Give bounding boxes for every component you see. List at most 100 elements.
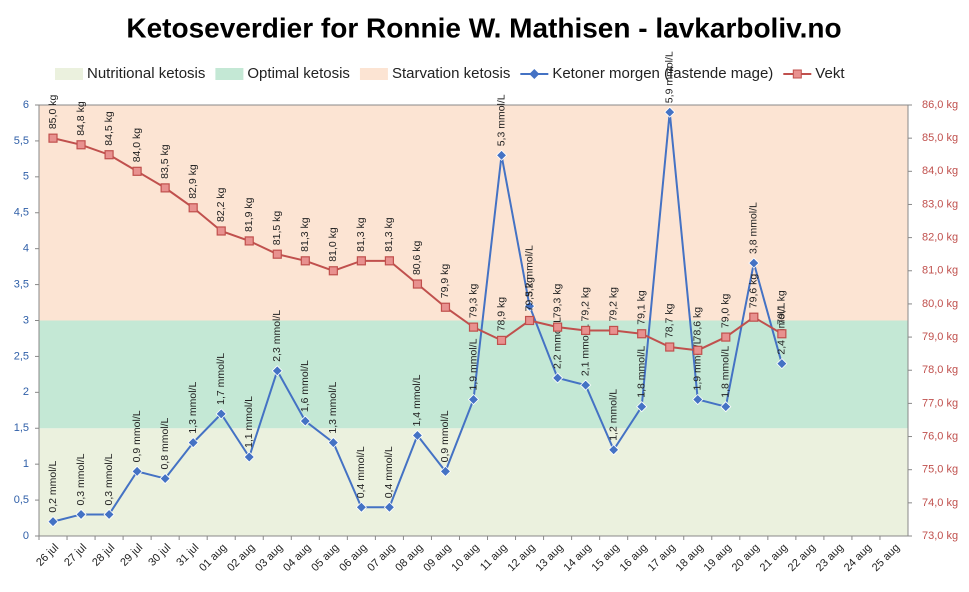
y2-tick-label: 85,0 kg [922,132,958,144]
value-label: 1,3 mmol/L [327,382,339,434]
point [103,508,115,521]
y2-tick-label: 77,0 kg [922,397,958,409]
point [580,379,592,391]
point [748,257,760,269]
point [412,279,423,289]
legend-swatch [55,68,83,80]
value-label: 81,5 kg [271,211,283,246]
y2-tick-label: 81,0 kg [922,265,958,277]
point [188,203,198,213]
point [777,329,787,339]
point [693,345,703,355]
value-label: 78,7 kg [664,303,676,338]
value-label: 79,3 kg [551,284,563,319]
legend-marker [792,69,802,79]
value-label: 81,3 kg [355,217,367,252]
point [608,444,620,456]
value-label: 3,8 mmol/L [748,202,760,254]
legend-label: Optimal ketosis [247,65,350,82]
value-label: 0,9 mmol/L [439,410,451,462]
value-label: 79,1 kg [776,290,788,325]
y2-tick-label: 84,0 kg [922,165,958,177]
point [776,358,788,370]
value-label: 84,5 kg [103,111,115,146]
value-label: 79,5 kg [523,277,535,312]
y-tick-label: 0,5 [14,494,29,506]
band [39,428,908,536]
value-label: 0,8 mmol/L [159,417,171,469]
point [411,429,424,441]
point [299,415,311,427]
point [356,256,366,266]
legend-swatch [215,68,244,80]
value-label: 5,3 mmol/L [495,94,507,146]
value-label: 0,2 mmol/L [47,461,59,513]
value-label: 1,6 mmol/L [299,360,311,412]
y-tick-label: 4,5 [14,207,29,219]
point [75,508,87,521]
value-label: 81,3 kg [383,217,395,252]
value-label: 1,1 mmol/L [243,396,255,448]
value-label: 79,9 kg [439,264,451,299]
value-label: 79,3 kg [467,284,479,319]
point [328,266,338,276]
value-label: 85,0 kg [47,95,59,130]
value-label: 80,6 kg [411,240,423,275]
legend-label: Nutritional ketosis [87,65,205,82]
legend-label: Ketoner morgen (fastende mage) [552,65,773,82]
point [384,256,395,266]
value-label: 84,8 kg [75,101,87,136]
y2-tick-label: 73,0 kg [922,530,958,542]
value-label: 78,9 kg [495,297,507,332]
value-label: 79,2 kg [579,287,591,322]
point [216,226,226,236]
point [244,236,254,246]
y2-tick-label: 80,0 kg [922,298,958,310]
value-label: 1,8 mmol/L [720,346,732,398]
point [664,106,676,118]
value-label: 83,5 kg [159,144,171,179]
y-tick-label: 6 [23,99,29,111]
y2-tick-label: 78,0 kg [922,364,958,376]
point [523,300,536,312]
point [636,401,648,413]
value-label: 2,4 mmol/L [776,303,788,355]
value-label: 79,6 kg [748,274,760,309]
y2-tick-label: 83,0 kg [922,198,958,210]
value-label: 2,1 mmol/L [579,324,591,376]
point [383,501,395,513]
point [440,302,451,312]
value-label: 0,3 mmol/L [75,453,87,505]
value-label: 1,9 mmol/L [467,338,479,390]
y-tick-label: 1,5 [14,422,29,434]
legend-marker [529,69,540,79]
point [439,465,452,477]
y2-tick-label: 79,0 kg [922,331,958,343]
point [496,335,507,345]
value-label: 0,4 mmol/L [355,446,367,498]
point [131,465,143,477]
point [355,501,367,513]
y-tick-label: 1 [23,458,29,470]
point [47,516,59,528]
point [552,322,563,332]
y2-tick-label: 86,0 kg [922,99,958,111]
point [609,325,619,336]
point [160,183,170,193]
y2-tick-label: 82,0 kg [922,232,958,244]
value-label: 3,2 mmol/L [523,245,535,297]
point [665,342,675,352]
point [721,332,731,342]
point [300,256,310,266]
point [104,150,114,160]
point [215,408,227,420]
value-label: 79,1 kg [635,290,647,325]
value-label: 81,9 kg [243,197,255,232]
band [39,320,908,429]
point [524,315,535,326]
value-label: 0,4 mmol/L [383,446,395,498]
value-label: 79,0 kg [720,293,732,328]
y-tick-label: 0 [23,530,29,542]
value-label: 81,0 kg [327,227,339,262]
